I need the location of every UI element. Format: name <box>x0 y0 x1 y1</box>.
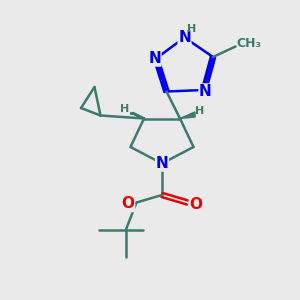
Text: N: N <box>156 156 168 171</box>
Text: H: H <box>195 106 204 116</box>
Text: H: H <box>120 104 129 115</box>
Text: O: O <box>122 196 135 211</box>
Text: N: N <box>178 30 191 45</box>
Text: O: O <box>189 197 203 212</box>
Text: N: N <box>148 51 161 66</box>
Text: N: N <box>199 84 212 99</box>
Text: CH₃: CH₃ <box>236 37 262 50</box>
Text: H: H <box>188 23 196 34</box>
Polygon shape <box>180 112 195 119</box>
